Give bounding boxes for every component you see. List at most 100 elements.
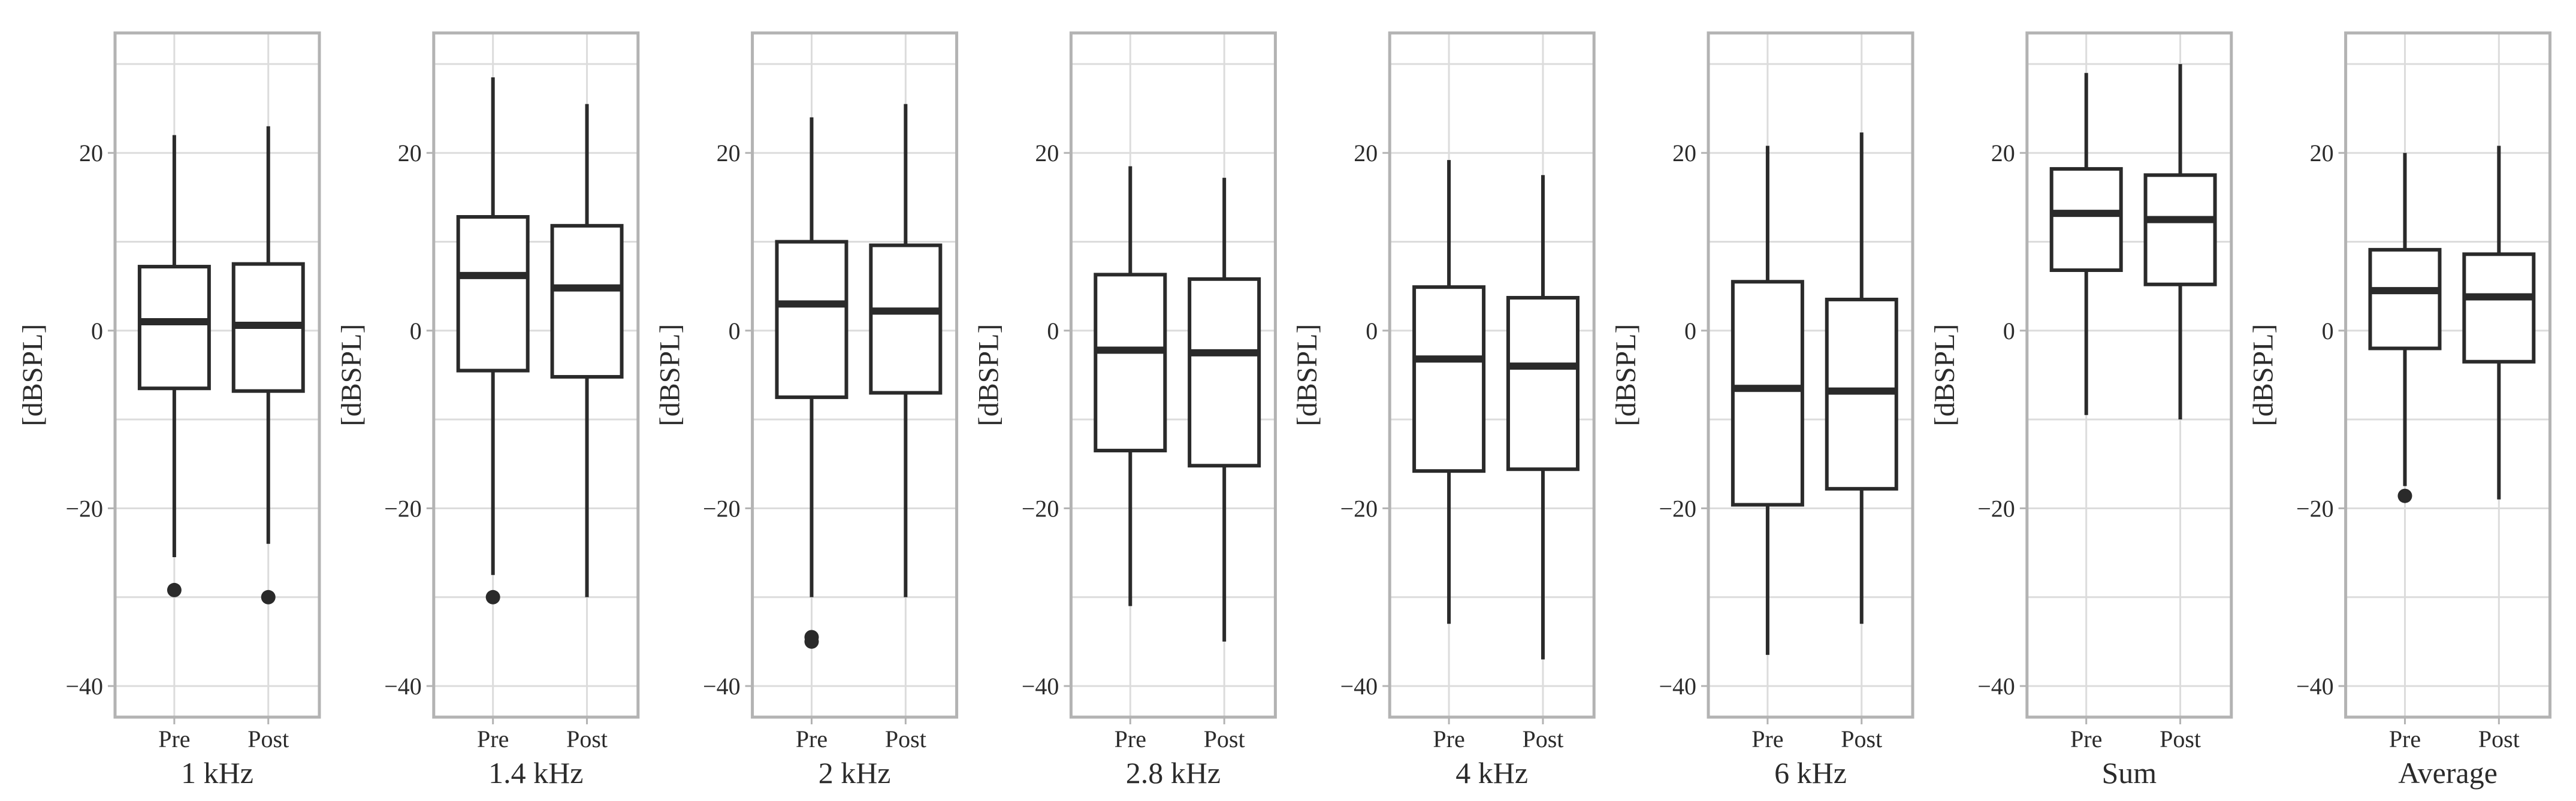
y-tick-label: 20 <box>1035 140 1059 167</box>
y-tick-label: 20 <box>398 140 422 167</box>
x-category-label: Post <box>566 726 608 752</box>
panel-1: −40 −20 0 20 [dBSPL] Pre Post 1 kHz <box>17 31 321 790</box>
box-post <box>869 243 943 395</box>
panel-frame <box>1069 31 1277 719</box>
x-category-label: Pre <box>796 726 828 752</box>
panel-frame <box>751 31 959 719</box>
y-tick-label: −20 <box>1659 495 1696 522</box>
x-category-label: Pre <box>158 726 190 752</box>
x-category-label: Pre <box>1433 726 1464 752</box>
box-post <box>550 223 624 379</box>
y-tick-label: −20 <box>1977 495 2015 522</box>
box-pre <box>1412 285 1486 473</box>
panel-4: −40 −20 0 20 [dBSPL] Pre Post 2.8 kHz <box>973 31 1277 790</box>
x-category-label: Post <box>1522 726 1563 752</box>
y-tick-label: 20 <box>717 140 741 167</box>
panel-8: −40 −20 0 20 [dBSPL] Pre Post Average <box>2248 31 2552 790</box>
panel-x-label: 1 kHz <box>181 756 253 790</box>
box-pre <box>2049 167 2123 272</box>
panel-frame <box>113 31 321 719</box>
panel-x-label: Average <box>2398 756 2498 790</box>
y-axis-label: [dBSPL] <box>2248 324 2279 427</box>
panel-x-label: 6 kHz <box>1774 756 1847 790</box>
x-category-label: Pre <box>1751 726 1783 752</box>
y-axis-label: [dBSPL] <box>1610 324 1642 427</box>
y-axis-label: [dBSPL] <box>1291 324 1323 427</box>
box-pre <box>1731 280 1804 507</box>
panel-5: −40 −20 0 20 [dBSPL] Pre Post 4 kHz <box>1291 31 1596 790</box>
y-tick-label: −20 <box>703 495 741 522</box>
y-tick-label: −20 <box>1340 495 1378 522</box>
panel-x-label: 2 kHz <box>819 756 891 790</box>
x-category-label: Post <box>1841 726 1882 752</box>
x-category-label: Pre <box>2070 726 2102 752</box>
y-tick-label: −40 <box>65 673 103 700</box>
box-pre <box>775 240 848 400</box>
y-tick-label: −40 <box>384 673 422 700</box>
y-tick-label: 0 <box>1684 318 1696 344</box>
x-category-label: Post <box>247 726 289 752</box>
y-tick-label: 0 <box>1366 318 1378 344</box>
y-tick-label: 20 <box>1672 140 1696 167</box>
x-category-label: Post <box>885 726 926 752</box>
panel-2: −40 −20 0 20 [dBSPL] Pre Post 1.4 kHz <box>336 31 640 790</box>
y-tick-label: −40 <box>1340 673 1378 700</box>
y-tick-label: 0 <box>410 318 422 344</box>
y-tick-label: −40 <box>2296 673 2334 700</box>
panel-x-label: Sum <box>2101 756 2157 790</box>
box-post <box>2143 173 2217 286</box>
box-post <box>1188 277 1261 468</box>
panel-frame <box>1707 31 1914 719</box>
y-tick-label: −20 <box>65 495 103 522</box>
panel-frame <box>1388 31 1596 719</box>
y-tick-label: 0 <box>2322 318 2334 344</box>
x-category-label: Pre <box>477 726 509 752</box>
box-pre <box>1094 273 1167 453</box>
box-post <box>2462 252 2536 364</box>
y-axis-label: [dBSPL] <box>17 324 49 427</box>
box-pre <box>2368 247 2442 350</box>
y-tick-label: 0 <box>1047 318 1059 344</box>
outlier-point <box>804 634 819 649</box>
y-tick-label: 0 <box>2003 318 2015 344</box>
panel-frame <box>2025 31 2233 719</box>
y-tick-label: −20 <box>2296 495 2334 522</box>
y-tick-label: 0 <box>91 318 103 344</box>
x-category-label: Post <box>1204 726 1245 752</box>
panel-frame <box>2344 31 2552 719</box>
y-axis-label: [dBSPL] <box>336 324 367 427</box>
y-tick-label: −20 <box>1022 495 1059 522</box>
outlier-point <box>261 590 276 604</box>
y-tick-label: 20 <box>1354 140 1378 167</box>
panel-3: −40 −20 0 20 [dBSPL] Pre Post 2 kHz <box>654 31 959 790</box>
y-axis-label: [dBSPL] <box>1929 324 1961 427</box>
y-tick-label: 20 <box>2310 140 2334 167</box>
panel-frame <box>432 31 640 719</box>
y-tick-label: 20 <box>79 140 103 167</box>
y-axis-label: [dBSPL] <box>973 324 1004 427</box>
outlier-point <box>485 590 500 604</box>
x-category-label: Pre <box>2389 726 2421 752</box>
x-category-label: Post <box>2160 726 2201 752</box>
y-tick-label: −40 <box>1977 673 2015 700</box>
outlier-point <box>167 582 182 597</box>
y-axis-label: [dBSPL] <box>654 324 686 427</box>
box-pre <box>137 265 211 391</box>
panel-x-label: 1.4 kHz <box>488 756 583 790</box>
x-category-label: Post <box>2478 726 2520 752</box>
panel-x-label: 2.8 kHz <box>1126 756 1221 790</box>
y-tick-label: −40 <box>1022 673 1059 700</box>
y-tick-label: 20 <box>1991 140 2015 167</box>
x-category-label: Pre <box>1115 726 1146 752</box>
panel-6: −40 −20 0 20 [dBSPL] Pre Post 6 kHz <box>1610 31 1914 790</box>
outlier-point <box>2397 488 2412 503</box>
box-pre <box>456 215 530 373</box>
y-tick-label: −40 <box>1659 673 1696 700</box>
y-tick-label: −20 <box>384 495 422 522</box>
panel-x-label: 4 kHz <box>1455 756 1528 790</box>
y-tick-label: −40 <box>703 673 741 700</box>
box-post <box>1506 295 1580 471</box>
y-tick-label: 0 <box>729 318 741 344</box>
